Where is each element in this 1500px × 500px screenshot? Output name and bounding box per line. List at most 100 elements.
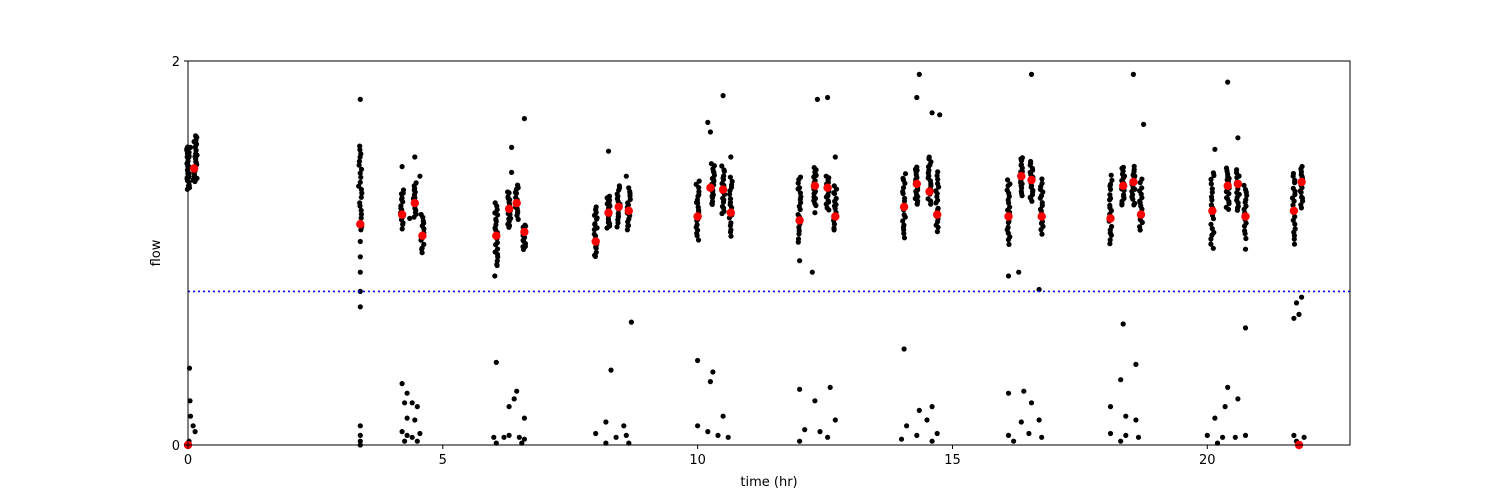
raw-point xyxy=(1204,432,1210,438)
raw-point xyxy=(626,185,632,191)
raw-point xyxy=(356,158,362,164)
raw-point xyxy=(825,198,831,204)
raw-point xyxy=(1208,202,1214,208)
raw-point xyxy=(514,388,520,394)
raw-point xyxy=(1293,300,1300,306)
raw-point xyxy=(811,165,817,171)
raw-point xyxy=(926,154,932,160)
raw-point xyxy=(519,440,525,446)
raw-point xyxy=(506,432,512,438)
raw-point xyxy=(608,367,614,373)
raw-point xyxy=(511,396,517,402)
raw-point xyxy=(814,96,821,102)
raw-point xyxy=(709,198,716,205)
mean-point xyxy=(933,210,942,219)
raw-point xyxy=(1107,202,1113,208)
raw-point xyxy=(1107,404,1114,410)
raw-point xyxy=(1212,415,1218,421)
raw-point xyxy=(1028,71,1035,77)
raw-point xyxy=(1242,187,1249,193)
raw-point xyxy=(1242,325,1249,331)
mean-point xyxy=(1289,206,1299,215)
raw-point xyxy=(705,119,711,125)
raw-point xyxy=(1223,165,1230,171)
raw-point xyxy=(492,273,498,279)
raw-point xyxy=(1036,286,1042,293)
raw-point xyxy=(357,96,363,102)
raw-point xyxy=(1242,246,1249,252)
raw-point xyxy=(1296,311,1302,317)
raw-point xyxy=(696,178,702,184)
raw-point xyxy=(900,189,906,195)
raw-point xyxy=(1005,273,1012,279)
raw-point xyxy=(916,71,922,77)
raw-point xyxy=(418,211,424,218)
raw-point xyxy=(412,417,418,423)
raw-point xyxy=(929,404,935,410)
raw-point xyxy=(707,129,714,135)
raw-point xyxy=(929,438,935,444)
mean-point xyxy=(1297,177,1306,187)
mean-point xyxy=(706,183,715,192)
mean-point xyxy=(1017,172,1026,181)
raw-point xyxy=(491,434,497,440)
raw-point xyxy=(399,195,405,201)
raw-point xyxy=(603,440,609,446)
raw-point xyxy=(1242,228,1248,234)
raw-point xyxy=(1120,321,1126,327)
mean-point xyxy=(925,187,934,196)
raw-point xyxy=(901,222,907,228)
raw-point xyxy=(1290,202,1296,208)
raw-point xyxy=(914,164,920,170)
raw-point xyxy=(190,177,196,183)
mean-point xyxy=(693,212,702,221)
raw-point xyxy=(1235,396,1241,402)
raw-point xyxy=(720,93,726,99)
raw-point xyxy=(357,288,363,294)
raw-point xyxy=(1208,221,1214,227)
raw-point xyxy=(1016,269,1022,275)
raw-point xyxy=(614,224,620,230)
mean-point xyxy=(899,202,909,212)
raw-point xyxy=(398,203,404,209)
raw-point xyxy=(1123,413,1129,419)
raw-point xyxy=(1223,204,1229,210)
raw-point xyxy=(725,434,731,440)
raw-point xyxy=(591,231,597,237)
raw-point xyxy=(357,238,363,245)
raw-point xyxy=(817,429,823,435)
raw-point xyxy=(802,427,808,433)
raw-point xyxy=(191,139,197,145)
raw-point xyxy=(1005,390,1012,396)
raw-point xyxy=(1019,155,1025,161)
raw-point xyxy=(1225,384,1231,390)
raw-point xyxy=(833,195,839,202)
raw-point xyxy=(505,189,511,195)
raw-point xyxy=(898,436,905,442)
raw-point xyxy=(399,226,405,232)
raw-point xyxy=(623,432,629,438)
raw-point xyxy=(797,258,803,264)
raw-point xyxy=(1018,162,1024,168)
mean-point xyxy=(1037,212,1046,221)
mean-point xyxy=(831,212,840,221)
raw-point xyxy=(613,434,619,440)
raw-point xyxy=(694,222,700,228)
raw-point xyxy=(508,215,514,221)
raw-point xyxy=(1018,419,1024,425)
raw-point xyxy=(358,215,364,221)
mean-point xyxy=(492,231,501,240)
raw-point xyxy=(1210,245,1216,251)
raw-point xyxy=(493,359,499,365)
raw-point xyxy=(357,200,363,206)
raw-point xyxy=(357,432,363,438)
raw-point xyxy=(696,189,702,195)
raw-point xyxy=(695,357,701,364)
raw-point xyxy=(409,400,415,406)
raw-point xyxy=(797,174,804,180)
raw-point xyxy=(1005,432,1012,438)
raw-point xyxy=(358,211,364,217)
raw-point xyxy=(1135,434,1142,440)
mean-point xyxy=(823,183,832,192)
x-tick-label: 15 xyxy=(944,453,961,468)
